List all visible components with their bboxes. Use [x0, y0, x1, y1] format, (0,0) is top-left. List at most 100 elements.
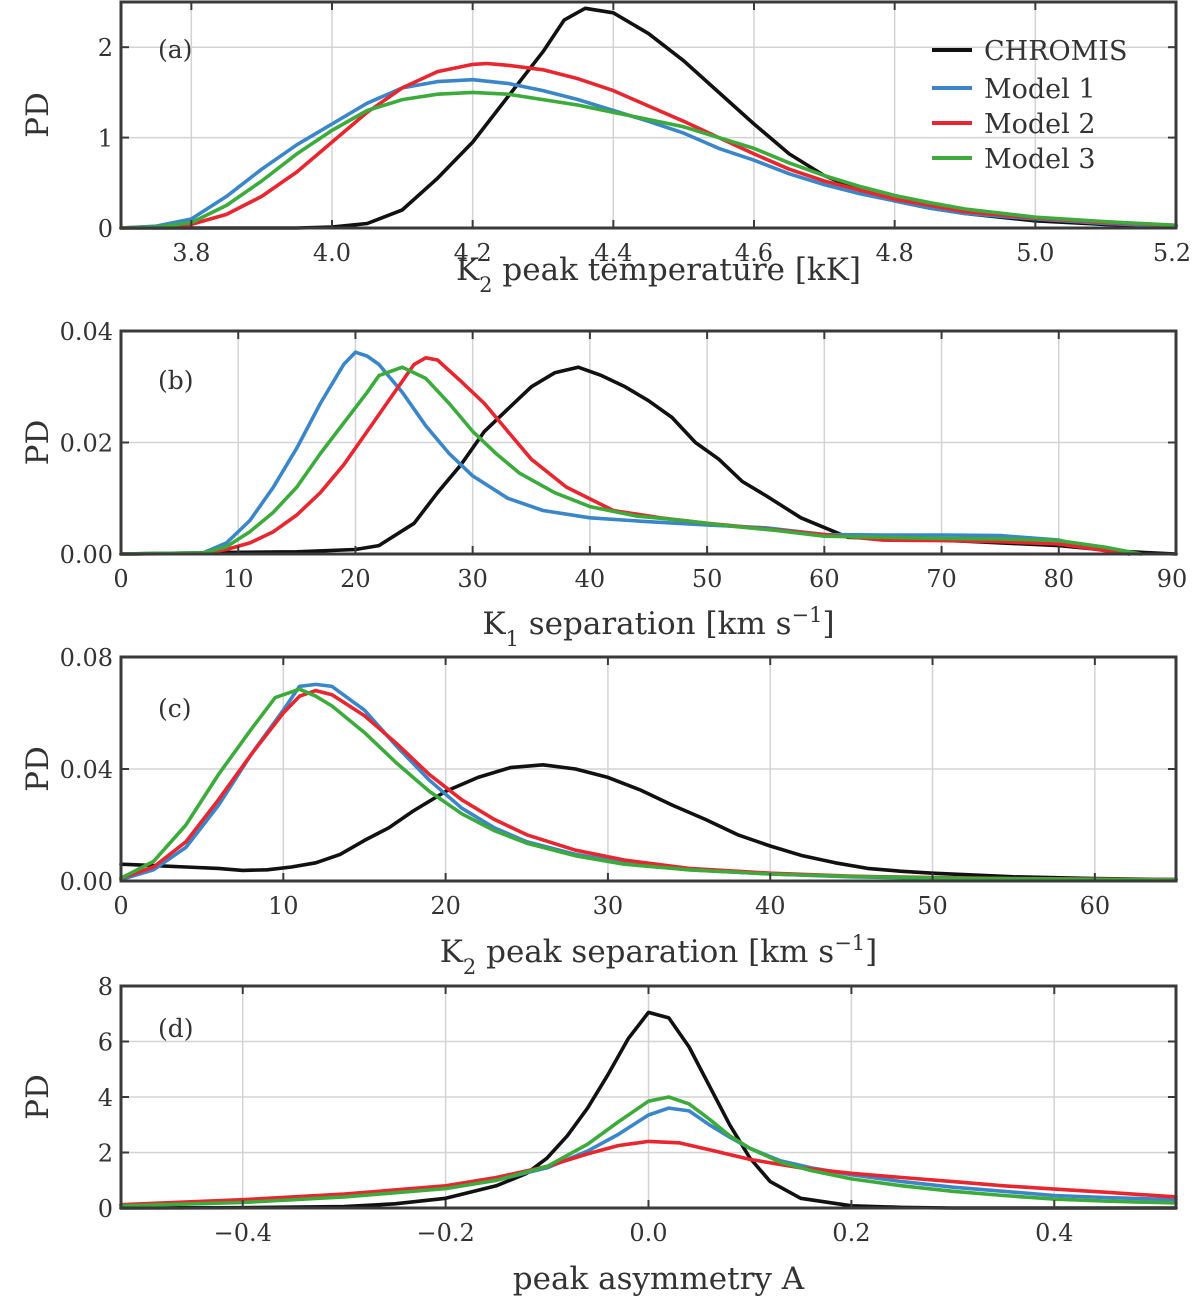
y-tick-label: 0.08 — [60, 644, 113, 672]
series-line-model-3 — [119, 365, 1143, 556]
x-tick-label: 5.2 — [1153, 239, 1191, 267]
legend-label: Model 3 — [984, 144, 1096, 175]
x-axis-title: K2 peak separation [km s−1] — [440, 931, 878, 979]
grid — [121, 986, 1176, 1208]
x-axis-title-main: peak asymmetry A — [513, 1261, 805, 1297]
x-axis-title-main: K — [456, 252, 480, 288]
x-tick-label: 70 — [926, 565, 957, 593]
plot-frame — [119, 0, 1178, 230]
y-axis-title: PD — [20, 92, 56, 138]
x-tick-label: 60 — [1080, 892, 1111, 920]
y-tick-label: 0 — [98, 1195, 113, 1223]
legend-item-model-2: Model 2 — [932, 109, 1096, 140]
panel-label: (d) — [158, 1014, 194, 1043]
panel-label: (c) — [158, 694, 192, 723]
panel-b: 0 10 20 30 40 50 60 70 80 90 0.00 0.02 0.04 (b) PD K1 s… — [20, 318, 1187, 651]
x-tick-label: 30 — [457, 565, 488, 593]
series-line-model-2 — [119, 355, 1131, 556]
x-tick-label: 40 — [575, 565, 606, 593]
legend-item-model-1: Model 1 — [932, 74, 1096, 105]
legend: CHROMIS Model 1 Model 2 Model 3 — [932, 36, 1127, 175]
x-tick-label: 90 — [1157, 565, 1188, 593]
x-tick-label: 0 — [113, 565, 128, 593]
x-tick-label: 4.2 — [454, 239, 492, 267]
series-line-model-1 — [119, 350, 1131, 556]
x-axis-title-main: K — [440, 934, 464, 970]
x-tick-label: 30 — [593, 892, 624, 920]
panel-d: −0.4 −0.2 0.0 0.2 0.4 0 2 4 6 8 (d) PD peak asymmetr… — [20, 973, 1178, 1297]
x-axis-title-end: ] — [865, 934, 877, 970]
x-axis-title-end: ] — [823, 606, 835, 642]
series-line-model-2 — [119, 1139, 1178, 1207]
x-axis-title: peak asymmetry A — [513, 1261, 805, 1297]
series-line-model-3 — [119, 1095, 1178, 1208]
series-line-chromis — [119, 365, 1178, 556]
x-tick-label: 50 — [692, 565, 723, 593]
panel-label: (a) — [158, 35, 192, 64]
panel-label: (b) — [158, 366, 194, 395]
y-tick-label: 0.04 — [60, 756, 113, 784]
x-axis-title: K1 separation [km s−1] — [482, 603, 834, 651]
x-tick-label: 0.4 — [1035, 1219, 1073, 1247]
x-tick-label: 3.8 — [172, 239, 210, 267]
y-tick-label: 0.02 — [60, 430, 113, 458]
series-line-model-1 — [119, 682, 1178, 882]
y-tick-label: 6 — [98, 1029, 113, 1057]
x-axis-title-superscript: −1 — [792, 603, 823, 627]
series-line-chromis — [119, 762, 1178, 882]
x-tick-label: 80 — [1044, 565, 1075, 593]
x-tick-label: 4.0 — [313, 239, 351, 267]
x-tick-label: 20 — [430, 892, 461, 920]
legend-item-chromis: CHROMIS — [932, 36, 1127, 67]
legend-item-model-3: Model 3 — [932, 144, 1096, 175]
x-axis-title: K2 peak temperature [kK] — [456, 252, 861, 297]
x-axis-title-superscript: −1 — [834, 931, 865, 955]
x-tick-label: 20 — [340, 565, 371, 593]
y-axis-title: PD — [20, 420, 56, 466]
x-tick-label: −0.2 — [416, 1219, 474, 1247]
x-tick-label: 4.4 — [594, 239, 632, 267]
x-tick-label: 4.6 — [735, 239, 773, 267]
x-tick-label: −0.4 — [214, 1219, 272, 1247]
x-tick-label: 0.0 — [629, 1219, 667, 1247]
legend-label: Model 2 — [984, 109, 1096, 140]
legend-label: CHROMIS — [984, 36, 1127, 67]
y-axis-title: PD — [20, 1074, 56, 1120]
x-axis-title-subscript: 2 — [463, 955, 476, 979]
x-tick-label: 40 — [755, 892, 786, 920]
x-axis-title-rest: peak temperature [kK] — [493, 252, 861, 288]
y-tick-label: 4 — [98, 1084, 113, 1112]
x-tick-label: 60 — [809, 565, 840, 593]
series-line-model-2 — [119, 688, 1178, 882]
x-axis-title-main: K — [482, 606, 506, 642]
series-line-model-3 — [119, 90, 1178, 230]
series-line-model-2 — [119, 61, 1178, 230]
y-tick-label: 2 — [98, 1140, 113, 1168]
grid — [121, 657, 1176, 881]
y-tick-label: 1 — [98, 125, 113, 153]
series-line-model-1 — [119, 77, 1178, 230]
y-tick-label: 0.00 — [60, 541, 113, 569]
x-axis-title-subscript: 2 — [479, 273, 492, 297]
x-axis-title-rest: peak separation [km s — [476, 934, 834, 970]
legend-label: Model 1 — [984, 74, 1096, 105]
panel-c: 0 10 20 30 40 50 60 0.00 0.04 0.08 (c) PD K2 peak se… — [20, 644, 1178, 979]
x-tick-label: 0 — [113, 892, 128, 920]
x-tick-label: 10 — [223, 565, 254, 593]
y-tick-label: 2 — [98, 34, 113, 62]
y-tick-label: 8 — [98, 973, 113, 1001]
series-line-model-3 — [119, 687, 1178, 882]
x-tick-label: 0.2 — [832, 1219, 870, 1247]
x-axis-title-rest: separation [km s — [519, 606, 792, 642]
x-tick-label: 50 — [917, 892, 948, 920]
x-axis-title-subscript: 1 — [506, 627, 519, 651]
grid — [121, 2, 1176, 228]
x-tick-label: 10 — [268, 892, 299, 920]
y-tick-label: 0.00 — [60, 868, 113, 896]
y-tick-label: 0 — [98, 215, 113, 243]
x-tick-label: 4.8 — [876, 239, 914, 267]
y-tick-label: 0.04 — [60, 318, 113, 346]
y-axis-title: PD — [20, 746, 56, 792]
